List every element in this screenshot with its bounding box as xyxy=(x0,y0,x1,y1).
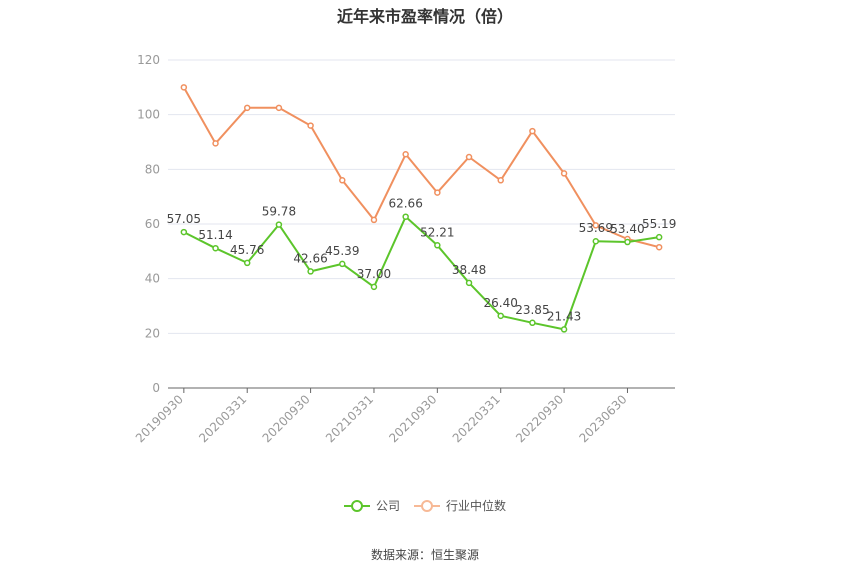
industry-median-point xyxy=(529,127,536,135)
industry-median-point xyxy=(339,177,346,184)
legend-swatch-company xyxy=(343,499,370,513)
legend-label-company: 公司 xyxy=(375,499,400,513)
legend-label-industry-median: 行业中位数 xyxy=(446,499,507,513)
series-line-company xyxy=(183,215,660,331)
x-tick-label: 20190930 xyxy=(133,392,186,445)
series-line-industry-median xyxy=(182,86,660,249)
company-data-label: 45.76 xyxy=(230,243,264,257)
grid-lines xyxy=(168,59,675,334)
company-data-label: 51.14 xyxy=(198,228,232,242)
company-point xyxy=(655,233,663,241)
y-tick-label: 120 xyxy=(137,53,160,67)
company-point xyxy=(339,260,346,268)
industry-median-point xyxy=(560,170,568,177)
y-tick-label: 80 xyxy=(145,162,160,176)
company-point xyxy=(529,319,536,327)
company-point xyxy=(243,259,251,267)
industry-median-point xyxy=(434,189,441,196)
company-point xyxy=(465,279,473,287)
legend-item-industry-median[interactable]: 行业中位数 xyxy=(414,497,506,514)
x-tick-label: 20200930 xyxy=(260,392,313,445)
industry-median-point xyxy=(180,84,188,91)
company-point xyxy=(307,268,314,275)
company-point xyxy=(434,242,441,249)
y-tick-label: 100 xyxy=(137,108,160,122)
company-point xyxy=(560,326,568,333)
legend-swatch-industry-median xyxy=(414,499,440,513)
legend: 公司 行业中位数 xyxy=(0,497,850,514)
company-data-label: 37.00 xyxy=(357,267,391,281)
industry-median-point xyxy=(212,140,219,147)
industry-median-point xyxy=(370,216,378,224)
legend-item-company[interactable]: 公司 xyxy=(343,497,400,514)
y-axis: 0 20 40 60 80 100 120 xyxy=(137,53,160,395)
company-data-label: 62.66 xyxy=(388,197,422,211)
x-tick-label: 20230630 xyxy=(577,392,630,445)
y-tick-label: 0 xyxy=(152,381,160,395)
x-tick-label: 20220331 xyxy=(450,392,503,445)
company-data-label: 42.66 xyxy=(293,251,327,265)
chart-title: 近年来市盈率情况（倍） xyxy=(336,7,513,26)
industry-median-point xyxy=(497,177,504,184)
company-point xyxy=(180,228,188,236)
company-point xyxy=(624,238,631,246)
company-data-label: 52.21 xyxy=(420,225,454,239)
company-data-label: 55.19 xyxy=(642,217,676,231)
company-data-label: 21.43 xyxy=(547,309,581,323)
industry-median-point xyxy=(592,222,600,229)
company-point xyxy=(212,244,219,252)
company-data-label: 23.85 xyxy=(515,303,549,317)
y-tick-label: 20 xyxy=(145,326,160,340)
y-tick-label: 60 xyxy=(145,217,160,231)
company-data-label: 53.69 xyxy=(579,221,613,235)
company-point xyxy=(275,221,283,228)
company-data-label: 59.78 xyxy=(262,205,296,219)
x-tick-label: 20210331 xyxy=(323,392,376,445)
x-tick-label: 20210930 xyxy=(386,392,439,445)
company-point xyxy=(370,283,378,291)
industry-median-point xyxy=(655,243,663,251)
company-point xyxy=(592,237,600,245)
company-data-label: 57.05 xyxy=(167,212,201,226)
data-source-note: 数据来源：恒生聚源 xyxy=(370,548,479,562)
industry-median-point xyxy=(307,122,314,129)
y-tick-label: 40 xyxy=(145,272,160,286)
company-point xyxy=(402,213,409,220)
industry-median-point xyxy=(275,104,283,112)
company-data-label: 53.40 xyxy=(610,222,644,236)
industry-median-point xyxy=(465,153,473,161)
industry-median-point xyxy=(402,151,409,158)
company-point xyxy=(497,312,504,320)
series-layer xyxy=(180,84,663,333)
x-tick-label: 20220930 xyxy=(513,392,566,445)
company-data-label: 38.48 xyxy=(452,263,486,277)
company-data-label: 26.40 xyxy=(484,296,518,310)
industry-median-point xyxy=(243,104,251,112)
x-axis: 20190930 20200331 20200930 20210331 20210930… xyxy=(133,387,675,445)
company-data-label: 45.39 xyxy=(325,244,359,258)
x-tick-label: 20200331 xyxy=(196,392,249,445)
